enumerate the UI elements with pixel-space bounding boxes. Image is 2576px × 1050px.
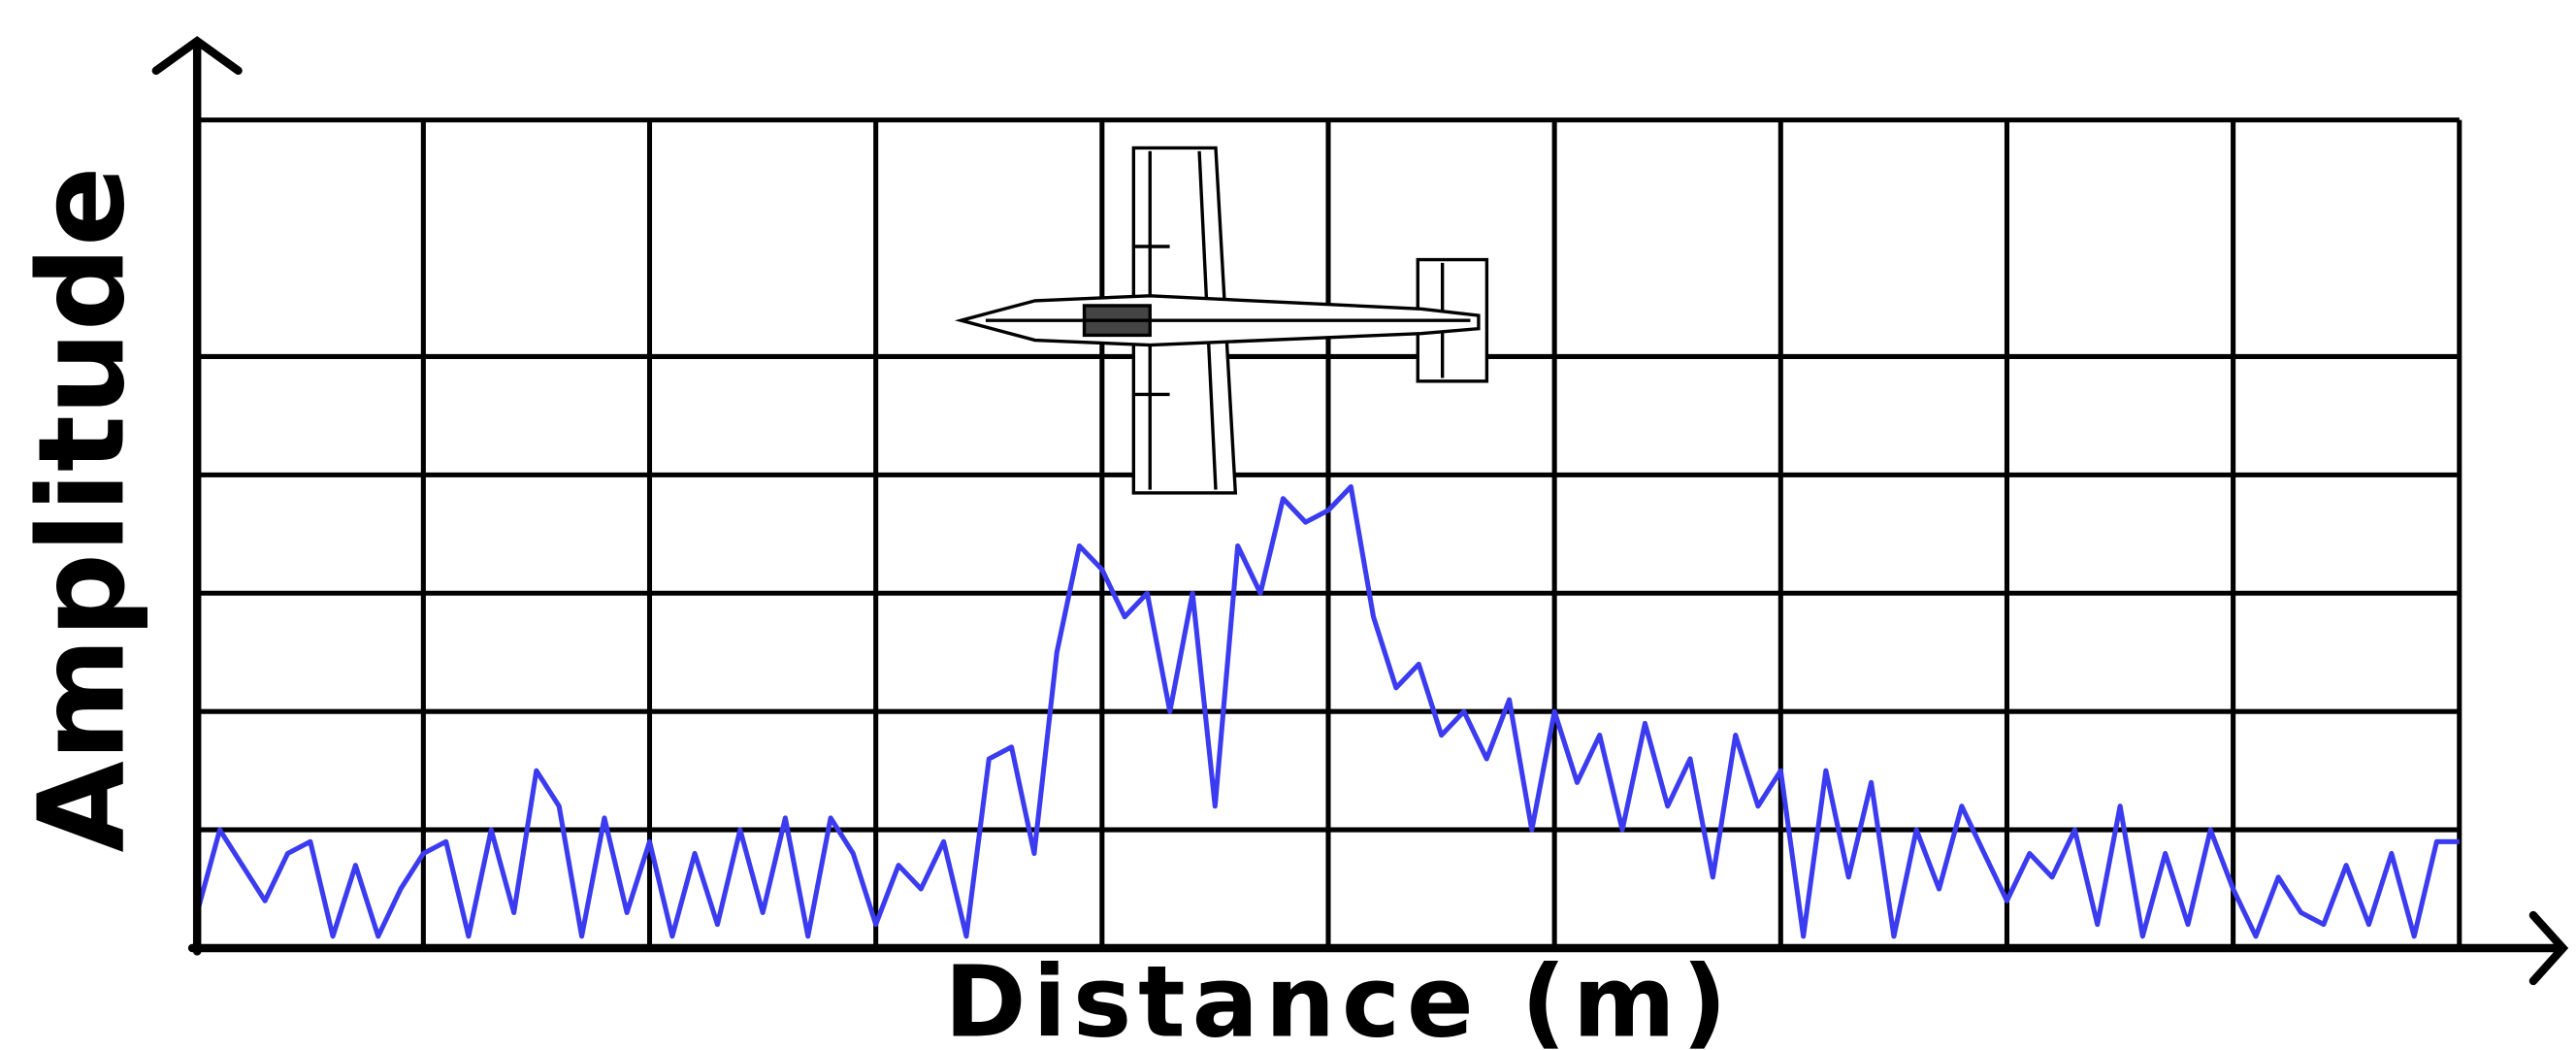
airplane <box>954 146 1489 495</box>
y-axis-label: Amplitude <box>13 166 150 852</box>
grid <box>197 117 2462 949</box>
y-arrow <box>151 36 243 76</box>
x-axis-label: Distance (m) <box>944 944 1733 1050</box>
x-arrow <box>2528 910 2569 986</box>
axes <box>151 36 2569 986</box>
amplitude-line <box>194 484 2460 939</box>
